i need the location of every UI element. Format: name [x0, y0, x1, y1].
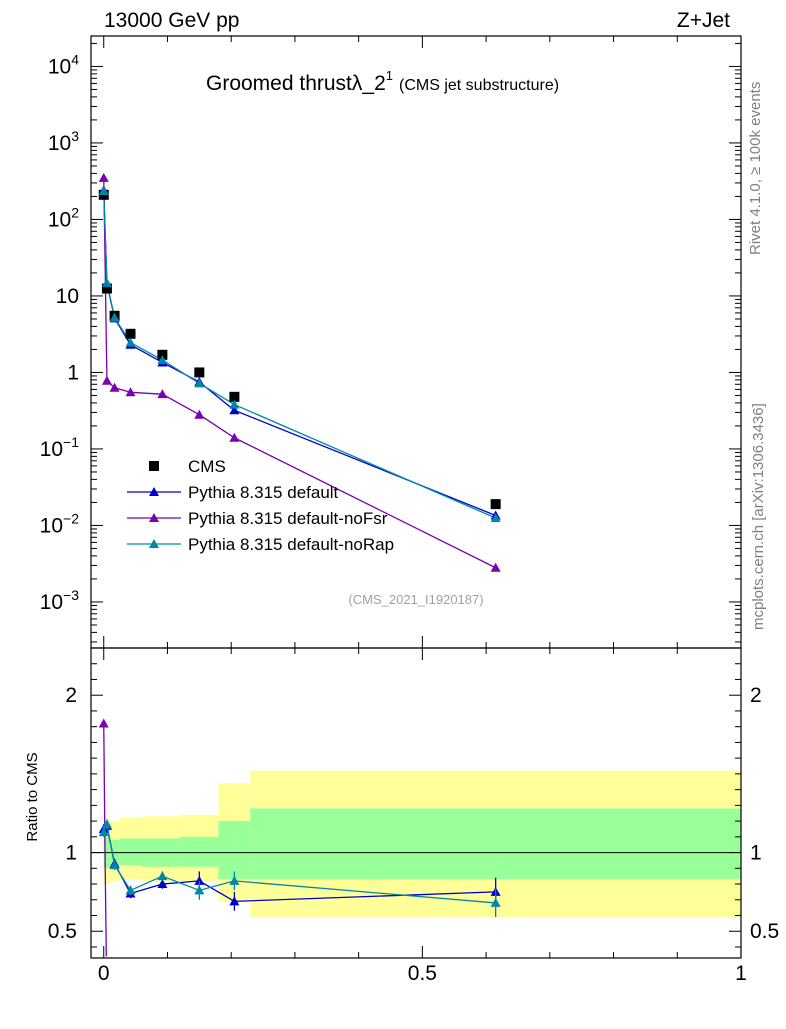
ratio-point-noRap-4	[157, 871, 168, 881]
mc-point-noFsr-4	[157, 389, 168, 399]
header-right: Z+Jet	[677, 9, 730, 32]
mc-point-noRap-1	[101, 277, 112, 287]
ratio-point-noFsr-0	[98, 718, 109, 728]
analysis-id: (CMS_2021_I1920187)	[348, 592, 483, 607]
data-point-data-3	[125, 328, 136, 339]
legend-label-default: Pythia 8.315 default	[188, 483, 339, 502]
ratio-plot-marks	[98, 718, 501, 957]
data-point-data-5	[194, 367, 205, 378]
ratio-band-inner-6	[250, 808, 741, 880]
mc-point-noRap-0	[98, 186, 109, 196]
ratio-point-noRap-1	[101, 819, 112, 829]
ratio-ytick-label-left-0: 0.5	[48, 920, 77, 943]
mc-point-noRap-7	[490, 513, 501, 523]
mc-point-noFsr-0	[98, 172, 109, 182]
data-point-data-6	[229, 391, 240, 402]
ytick-label-7: 104	[48, 51, 79, 78]
legend-label-noFsr: Pythia 8.315 default-noFsr	[188, 509, 388, 528]
ratio-ylabel: Ratio to CMS	[24, 752, 41, 841]
ratio-point-noRap-7	[490, 897, 501, 907]
title-main: Groomed thrust	[206, 72, 352, 95]
ratio-ytick-label-right-0: 0.5	[750, 920, 779, 943]
legend-marker-default	[149, 487, 159, 496]
xtick-label-2: 1	[735, 962, 747, 985]
ratio-ytick-label-left-2: 2	[65, 684, 77, 707]
legend-marker-noFsr	[149, 513, 159, 522]
title-superscript: 1	[386, 68, 393, 83]
ytick-label-1: 10−2	[40, 510, 80, 537]
ytick-label-4: 10	[56, 285, 79, 308]
mc-point-noFsr-1	[101, 375, 112, 385]
mc-point-noFsr-6	[229, 432, 240, 442]
xtick-label-0: 0	[98, 962, 110, 985]
ratio-ytick-label-right-2: 2	[750, 684, 762, 707]
ratio-line-noFsr	[103, 723, 107, 957]
legend-label-noRap: Pythia 8.315 default-noRap	[188, 535, 394, 554]
ratio-band-inner-5	[218, 821, 251, 880]
xtick-label-1: 0.5	[408, 962, 437, 985]
ytick-label-6: 103	[48, 128, 79, 155]
ytick-label-2: 10−1	[40, 434, 80, 461]
main-frame	[90, 35, 742, 649]
ratio-ytick-label-right-1: 1	[750, 842, 762, 865]
mc-point-default-6	[229, 405, 240, 415]
ytick-label-5: 102	[48, 204, 79, 231]
legend-marker-data	[149, 461, 159, 471]
ratio-frame	[90, 647, 742, 959]
data-point-data-1	[101, 283, 112, 294]
header-left: 13000 GeV pp	[104, 9, 239, 32]
ratio-point-noRap-2	[109, 860, 120, 870]
title-subtitle: (CMS jet substructure)	[399, 77, 559, 94]
side-label-mcplots: mcplots.cern.ch [arXiv:1306.3436]	[750, 403, 767, 630]
side-label-rivet: Rivet 4.1.0, ≥ 100k events	[747, 82, 764, 255]
legend-marker-noRap	[149, 539, 159, 548]
legend-label-data: CMS	[188, 457, 226, 476]
ratio-line-noRap	[103, 821, 496, 904]
mc-point-noRap-6	[229, 399, 240, 409]
mc-point-noFsr-2	[109, 382, 120, 392]
data-point-data-7	[490, 499, 501, 510]
ytick-label-0: 10−3	[40, 587, 80, 614]
mc-point-noRap-4	[157, 355, 168, 365]
ratio-point-default-5	[194, 875, 205, 885]
mc-point-noRap-5	[194, 378, 205, 388]
ratio-point-noRap-0	[98, 827, 109, 837]
plot-title: Groomed thrustλ_21 (CMS jet substructure)	[206, 68, 559, 95]
legend: CMS Pythia 8.315 default Pythia 8.315 defa…	[127, 457, 394, 554]
title-symbol: λ_2	[352, 72, 386, 95]
mc-point-noRap-3	[125, 337, 136, 347]
ratio-point-noRap-5	[194, 885, 205, 895]
ytick-label-3: 1	[67, 361, 79, 384]
main-plot-marks	[98, 172, 501, 572]
mc-point-noFsr-5	[194, 409, 205, 419]
ratio-point-noRap-6	[229, 875, 240, 885]
ratio-point-noRap-3	[125, 885, 136, 895]
mc-point-noFsr-3	[125, 387, 136, 397]
ratio-band-inner-4	[180, 836, 219, 867]
mc-point-noRap-2	[109, 312, 120, 322]
data-point-data-4	[157, 349, 168, 360]
ratio-point-default-4	[157, 879, 168, 889]
mc-point-noFsr-7	[490, 562, 501, 572]
ratio-point-default-6	[229, 896, 240, 906]
ratio-band-inner-2	[119, 838, 142, 866]
ratio-ytick-label-left-1: 1	[65, 842, 77, 865]
